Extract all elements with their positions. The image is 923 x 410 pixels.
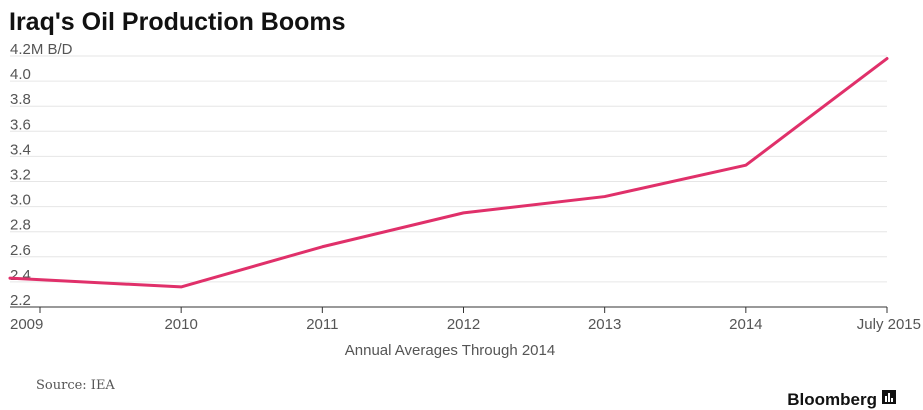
y-tick-label: 2.4 [10,267,31,284]
y-tick-label: 2.8 [10,217,31,234]
bloomberg-logo-icon [882,390,896,404]
x-tick-label: July 2015 [857,316,921,333]
chart-title: Iraq's Oil Production Booms [9,8,346,36]
y-tick-label: 3.2 [10,167,31,184]
x-tick-label: 2010 [164,316,197,333]
y-tick-label: 4.2M B/D [10,41,73,58]
x-axis-ticks: 2009 2010 2011 2012 2013 2014 July 2015 [10,307,921,333]
y-tick-label: 3.4 [10,141,31,158]
series-group [8,57,889,289]
y-tick-label: 2.2 [10,292,31,309]
x-tick-label: 2014 [729,316,762,333]
x-tick-label: 2013 [588,316,621,333]
y-tick-label: 3.0 [10,192,31,209]
source-note: Source: IEA [36,378,115,393]
x-tick-label: 2009 [10,316,43,333]
series-line [8,57,889,289]
bloomberg-wordmark: Bloomberg [787,390,877,409]
y-tick-label: 2.6 [10,242,31,259]
y-tick-label: 4.0 [10,66,31,83]
grid-lines [10,55,887,283]
y-axis-ticks: 4.2M B/D 4.0 3.8 3.6 3.4 3.2 3.0 2.8 2.6 2.4 2.2 [10,41,73,309]
x-tick-label: 2012 [447,316,480,333]
x-axis-label: Annual Averages Through 2014 [345,342,555,359]
y-tick-label: 3.6 [10,116,31,133]
y-tick-label: 3.8 [10,91,31,108]
x-tick-label: 2011 [306,316,338,333]
